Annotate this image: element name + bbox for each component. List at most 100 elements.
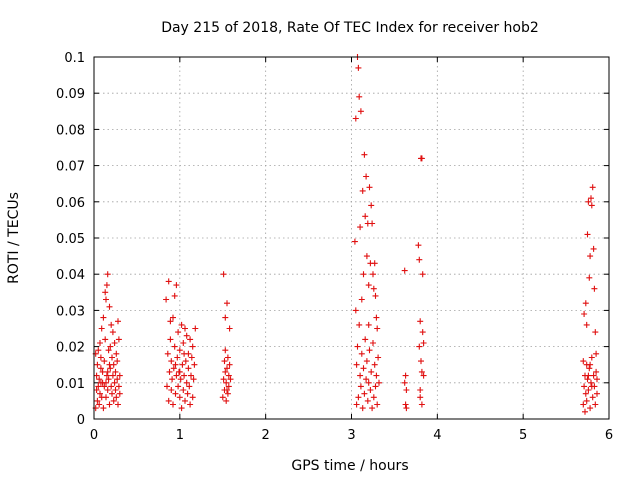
data-point — [593, 350, 600, 357]
data-point — [415, 242, 422, 249]
y-tick-label: 0.1 — [64, 51, 85, 66]
data-point — [588, 354, 595, 361]
data-point — [374, 325, 381, 332]
data-point — [585, 198, 592, 205]
data-point — [363, 173, 370, 180]
data-point — [359, 405, 366, 412]
data-point — [188, 372, 194, 379]
data-point — [175, 383, 182, 390]
data-point — [182, 397, 188, 404]
data-point — [224, 300, 230, 307]
data-point — [103, 394, 109, 401]
data-points — [92, 54, 600, 415]
data-point — [369, 220, 376, 227]
data-point — [419, 271, 426, 278]
data-point — [589, 394, 596, 401]
data-point — [224, 387, 230, 393]
data-point — [174, 354, 181, 361]
x-tick-label: 5 — [519, 428, 527, 443]
data-point — [94, 397, 101, 404]
data-point — [100, 314, 107, 321]
data-point — [418, 155, 425, 162]
data-point — [587, 253, 594, 260]
data-point — [582, 390, 589, 397]
data-point — [191, 361, 198, 368]
data-point — [352, 115, 359, 122]
data-point — [370, 394, 377, 401]
data-point — [93, 387, 100, 393]
data-point — [222, 347, 229, 354]
data-point — [589, 184, 596, 191]
data-point — [173, 372, 180, 379]
data-point — [403, 405, 410, 412]
y-axis-label: ROTI / TECUs — [6, 192, 22, 284]
plot-frame — [93, 56, 610, 420]
data-point — [178, 405, 185, 412]
data-point — [588, 195, 594, 202]
data-point — [591, 285, 598, 292]
data-point — [351, 238, 358, 245]
data-point — [186, 383, 193, 390]
data-point — [583, 321, 590, 328]
data-point — [164, 383, 170, 390]
data-point — [368, 202, 375, 209]
data-point — [418, 401, 425, 408]
data-point — [359, 187, 366, 194]
data-point — [417, 318, 424, 325]
data-point — [375, 354, 382, 361]
y-tick-label: 0.05 — [56, 232, 85, 247]
data-point — [355, 64, 362, 71]
data-point — [189, 394, 196, 401]
data-point — [362, 213, 369, 220]
data-point — [401, 379, 408, 386]
tick-labels: 0 1 2 3 4 5 6 0 0.01 0.02 0.03 0.04 0.05 0.06 0.07 0.08… — [56, 51, 613, 443]
y-tick-label: 0.09 — [56, 87, 85, 102]
data-point — [223, 397, 230, 404]
data-point — [111, 340, 118, 346]
data-point — [111, 379, 118, 386]
data-point — [105, 376, 112, 383]
data-point — [177, 376, 184, 383]
data-point — [109, 390, 115, 397]
data-point — [357, 372, 364, 379]
data-point — [585, 387, 592, 393]
data-point — [419, 329, 426, 336]
data-point — [114, 376, 121, 383]
data-point — [97, 340, 103, 346]
data-point — [104, 271, 111, 278]
data-point — [582, 300, 589, 307]
data-point — [416, 256, 423, 263]
x-tick-label: 4 — [433, 428, 441, 443]
data-point — [373, 372, 380, 379]
data-point — [107, 343, 114, 350]
data-point — [357, 224, 364, 231]
data-point — [592, 401, 599, 408]
data-point — [357, 108, 364, 115]
data-point — [418, 358, 424, 365]
data-point — [356, 321, 363, 328]
data-point — [170, 401, 176, 408]
data-point — [364, 397, 371, 404]
data-point — [176, 394, 183, 401]
data-point — [222, 368, 229, 375]
data-point — [586, 365, 593, 372]
data-point — [580, 358, 587, 365]
data-point — [360, 365, 367, 372]
data-point — [116, 390, 123, 397]
data-point — [353, 401, 360, 408]
data-point — [168, 358, 175, 365]
data-point — [107, 365, 114, 372]
data-point — [416, 343, 423, 350]
data-point — [365, 282, 372, 289]
data-point — [100, 405, 107, 412]
data-point — [96, 401, 103, 408]
data-point — [97, 390, 103, 397]
data-point — [106, 303, 113, 310]
data-point — [103, 296, 109, 303]
data-point — [365, 379, 372, 386]
data-point — [181, 372, 188, 379]
data-point — [590, 245, 597, 252]
x-tick-label: 2 — [262, 428, 270, 443]
